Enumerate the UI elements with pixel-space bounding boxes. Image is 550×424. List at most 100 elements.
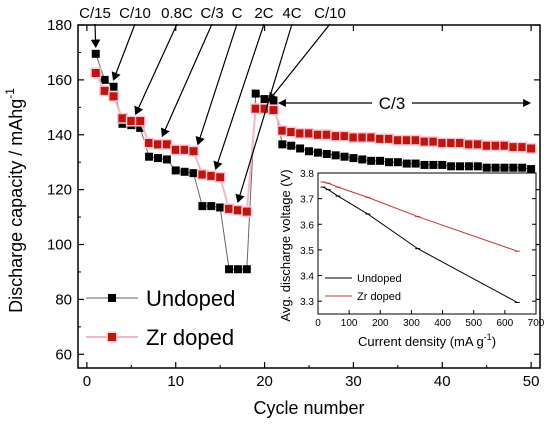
data-point: [482, 141, 491, 150]
rate-arrow: [213, 23, 265, 171]
data-point: [420, 160, 429, 169]
data-point: [153, 154, 162, 163]
data-point: [153, 140, 162, 149]
rate-label: C/3: [379, 94, 405, 113]
data-point: [482, 163, 491, 172]
data-point: [313, 148, 322, 157]
rate-label: C/10: [314, 5, 346, 22]
data-point: [251, 104, 260, 113]
x-tick-label: 20: [256, 373, 273, 390]
data-point: [91, 49, 100, 58]
rate-label: 2C: [254, 5, 273, 22]
y-tick-label: 60: [55, 346, 72, 363]
inset-x-tick-label: 600: [497, 318, 514, 329]
inset-x-tick-label: 700: [528, 318, 545, 329]
inset-x-axis-label-close: ): [492, 334, 496, 349]
data-point: [331, 151, 340, 160]
data-point: [118, 114, 127, 123]
main-plot: 0 10 20 30 40 50 60 80 100 120 140 160 180 Cycle numb…: [3, 5, 541, 418]
data-point: [225, 265, 234, 274]
rate-arrow: [268, 23, 331, 102]
data-point: [464, 162, 473, 171]
x-tick-label: 30: [345, 373, 362, 390]
legend-marker: [108, 294, 116, 302]
data-point: [322, 149, 331, 158]
data-point: [429, 137, 438, 146]
rate-arrow: [90, 23, 101, 49]
rate-label: C/3: [200, 5, 223, 22]
data-point: [402, 136, 411, 145]
data-point: [100, 86, 109, 95]
inset-plot: 0 100 200 300 400 500 600 700 3.3 3.4 3.5 3.6 3.7 3.8…: [278, 169, 545, 349]
data-point: [109, 82, 118, 91]
data-point: [340, 152, 349, 161]
data-point: [376, 134, 385, 143]
data-point: [447, 162, 456, 171]
span-arrow-left: [277, 99, 286, 107]
data-point: [180, 167, 189, 176]
data-point: [509, 163, 518, 172]
legend-label: Undoped: [146, 286, 235, 311]
data-point: [127, 117, 136, 126]
rate-label: C/10: [119, 5, 151, 22]
data-point: [278, 126, 287, 135]
rate-arrow: [195, 23, 238, 146]
data-point: [527, 165, 536, 174]
data-point: [473, 140, 482, 149]
data-point: [491, 141, 500, 150]
data-point: [438, 138, 447, 147]
inset-y-tick-label: 3.5: [300, 246, 314, 257]
data-point: [393, 158, 402, 167]
data-point: [287, 128, 296, 137]
data-point: [136, 117, 145, 126]
x-axis-label: Cycle number: [253, 398, 364, 418]
span-label-bg: [372, 92, 412, 112]
data-point: [313, 130, 322, 139]
data-point: [509, 143, 518, 152]
y-tick-label: 180: [47, 17, 72, 34]
inset-y-tick-label: 3.6: [300, 220, 314, 231]
y-tick-label: 120: [47, 182, 72, 199]
legend-label: Zr doped: [146, 325, 234, 350]
data-point: [322, 130, 331, 139]
x-tick-label: 10: [167, 373, 184, 390]
y-axis-label-sup: -1: [3, 88, 17, 99]
inset-x-axis-label-main: Current density (mA g: [358, 334, 484, 349]
data-point: [402, 159, 411, 168]
data-point: [429, 160, 438, 169]
data-point: [136, 123, 145, 132]
data-point: [518, 163, 527, 172]
data-point: [456, 162, 465, 171]
data-point: [393, 136, 402, 145]
data-point: [527, 144, 536, 153]
data-point: [287, 141, 296, 150]
x-tick-label: 50: [523, 373, 540, 390]
inset-x-tick-label: 100: [341, 318, 358, 329]
data-point: [376, 156, 385, 165]
inset-x-tick-label: 400: [434, 318, 451, 329]
y-tick-label: 160: [47, 72, 72, 89]
data-point: [242, 207, 251, 216]
inset-x-tick-label: 500: [465, 318, 482, 329]
data-point: [269, 106, 278, 115]
data-point: [171, 145, 180, 154]
inset-y-axis-label: Avg. discharge voltage (V): [278, 169, 293, 321]
y-tick-label: 80: [55, 291, 72, 308]
data-point: [367, 133, 376, 142]
data-point: [473, 162, 482, 171]
rate-arrow: [111, 23, 136, 81]
data-point: [384, 134, 393, 143]
rate-arrow: [134, 23, 178, 116]
data-point: [162, 155, 171, 164]
data-point: [207, 202, 216, 211]
rate-label: C: [232, 5, 243, 22]
data-point: [216, 173, 225, 182]
data-point: [198, 202, 207, 211]
data-point: [500, 163, 509, 172]
data-point: [91, 69, 100, 78]
inset-y-tick-label: 3.4: [300, 272, 314, 283]
data-point: [349, 154, 358, 163]
data-point: [447, 138, 456, 147]
